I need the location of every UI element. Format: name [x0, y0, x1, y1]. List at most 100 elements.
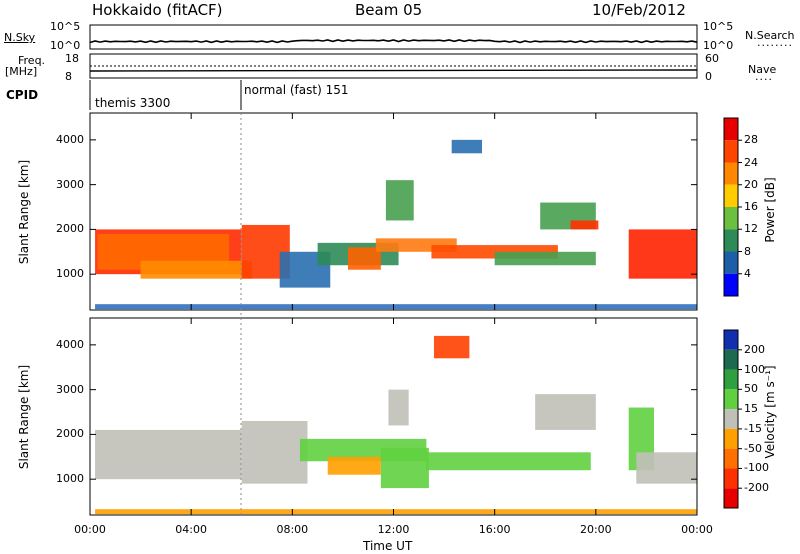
velocity-colorbar-tick-label: 100: [744, 362, 765, 376]
freq-tick-bottom: 8: [65, 70, 72, 83]
x-tick-label: 08:00: [276, 523, 309, 536]
velocity-colorbar-tick-label: 200: [744, 342, 765, 356]
power-heatmap: [95, 139, 697, 310]
power-colorbar-tick-label: 28: [744, 133, 758, 147]
nsky-label: N.Sky: [4, 31, 36, 44]
x-tick-label: 00:00: [681, 523, 713, 536]
velocity-colorbar-swatch: [724, 428, 738, 449]
y-tick-group: [90, 139, 697, 480]
nave-tick-bottom: 0: [705, 70, 712, 83]
power-colorbar: [723, 117, 742, 297]
power-colorbar-tick-label: 12: [744, 222, 758, 236]
velocity-colorbar-swatch: [724, 488, 738, 508]
velocity-colorbar-frame: [723, 329, 739, 509]
nave-legend-dots: ····: [755, 73, 773, 86]
velocity-colorbar-tick-label: 15: [744, 402, 758, 416]
y-tick-label: 3000: [56, 177, 84, 191]
x-tick-label: 12:00: [377, 523, 410, 536]
velocity-echo-region: [535, 394, 596, 430]
nave-label: Nave: [748, 63, 777, 76]
power-colorbar-swatch: [724, 273, 738, 296]
x-tick-group: [89, 113, 698, 515]
freq-tick-top: 18: [65, 52, 79, 65]
nsky-panel-frame: [89, 24, 698, 50]
nsearch-tick-bottom: 10^0: [703, 39, 734, 52]
x-tick-label: 16:00: [478, 523, 511, 536]
velocity-colorbar-tick-label: -100: [744, 461, 769, 475]
power-colorbar-swatch: [724, 118, 738, 141]
power-ylabel: Slant Range [km]: [17, 159, 31, 265]
x-tick-label: 04:00: [175, 523, 208, 536]
power-colorbar-tick-label: 16: [744, 200, 758, 213]
station-title: Hokkaido (fitACF): [92, 1, 223, 19]
velocity-echo-region: [380, 447, 429, 489]
power-panel: [89, 112, 698, 311]
power-colorbar-swatch: [724, 251, 738, 274]
power-colorbar-tick-label: 20: [744, 177, 758, 191]
power-echo-region: [570, 220, 599, 230]
y-tick-label: 2000: [56, 222, 84, 236]
nave-tick-top: 60: [705, 52, 719, 65]
nsky-trace: [89, 39, 698, 44]
x-tick-label: 20:00: [579, 523, 612, 536]
freq-panel-frame: [89, 53, 698, 79]
power-echo-region: [385, 180, 414, 221]
cpid-mode-2: normal (fast) 151: [244, 83, 349, 97]
y-tick-label: 4000: [56, 337, 84, 351]
power-colorbar-label: Power [dB]: [763, 177, 777, 243]
cpid-label: CPID: [6, 88, 39, 102]
velocity-colorbar-swatch: [724, 448, 738, 469]
velocity-heatmap: [95, 335, 697, 515]
velocity-panel: [89, 317, 698, 516]
power-colorbar-tick-label: 8: [744, 244, 751, 258]
nsearch-legend-dots: ········: [757, 39, 793, 52]
beam-title: Beam 05: [355, 1, 423, 19]
velocity-colorbar-swatch: [724, 330, 738, 350]
velocity-colorbar-swatch: [724, 349, 738, 370]
date-title: 10/Feb/2012: [592, 1, 686, 19]
freq-label-line1: Freq.: [18, 54, 46, 67]
velocity-colorbar-swatch: [724, 409, 738, 429]
nsearch-label: N.Search: [745, 29, 795, 42]
x-axis-label: Time UT: [363, 539, 413, 553]
nsky-tick-top: 10^5: [50, 20, 81, 33]
velocity-colorbar-tick-label: -200: [744, 481, 769, 495]
velocity-colorbar: [723, 329, 742, 509]
power-colorbar-tick-label: 4: [744, 266, 751, 280]
freq-label-line2: [MHz]: [5, 65, 38, 78]
velocity-colorbar-tick-label: -50: [744, 441, 762, 455]
y-tick-label: 1000: [56, 472, 84, 486]
power-echo-region: [347, 247, 381, 270]
velocity-echo-region: [327, 456, 381, 475]
x-tick-label: 00:00: [74, 523, 106, 536]
velocity-ylabel: Slant Range [km]: [17, 364, 31, 470]
nave-trace: [89, 69, 698, 72]
cpid-mode-1: themis 3300: [95, 96, 171, 110]
power-echo-region: [95, 304, 697, 310]
velocity-echo-region: [426, 452, 591, 471]
velocity-colorbar-tick-label: 50: [744, 382, 758, 396]
y-tick-label: 1000: [56, 267, 84, 281]
y-tick-label: 3000: [56, 382, 84, 396]
velocity-echo-region: [433, 335, 470, 359]
velocity-echo-region: [95, 429, 242, 480]
velocity-colorbar-swatch: [724, 389, 738, 410]
power-colorbar-swatch: [724, 229, 738, 252]
velocity-colorbar-swatch: [724, 468, 738, 489]
velocity-echo-region: [636, 452, 697, 484]
power-colorbar-tick-label: 24: [744, 155, 758, 169]
power-colorbar-swatch: [724, 184, 738, 207]
power-echo-region: [628, 229, 697, 279]
y-tick-label: 4000: [56, 132, 84, 146]
power-echo-region: [494, 251, 596, 266]
power-colorbar-swatch: [724, 162, 738, 185]
power-colorbar-swatch: [724, 207, 738, 230]
nsky-tick-bottom: 10^0: [50, 39, 81, 52]
y-tick-label: 2000: [56, 427, 84, 441]
velocity-echo-region: [241, 420, 308, 484]
nsearch-tick-top: 10^5: [703, 20, 734, 33]
power-colorbar-swatch: [724, 140, 738, 163]
velocity-colorbar-tick-label: -15: [744, 421, 762, 435]
power-echo-region: [451, 139, 483, 154]
